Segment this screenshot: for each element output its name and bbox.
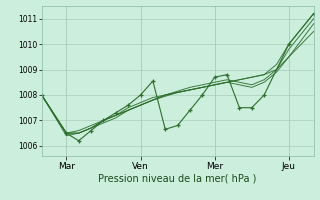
X-axis label: Pression niveau de la mer( hPa ): Pression niveau de la mer( hPa ) — [99, 173, 257, 183]
